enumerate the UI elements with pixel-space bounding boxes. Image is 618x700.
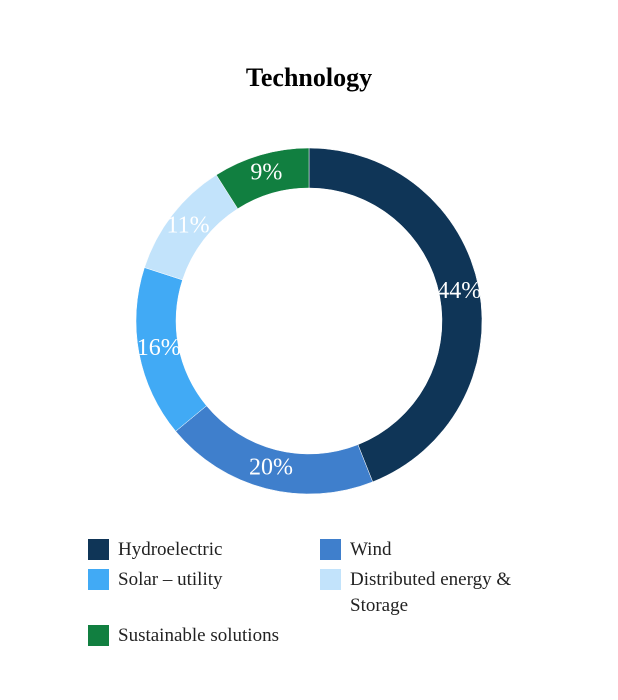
- legend-item: Sustainable solutions: [88, 623, 320, 649]
- legend-item: Wind: [320, 537, 568, 563]
- value-label: 11%: [167, 213, 210, 239]
- value-label: 20%: [249, 455, 293, 481]
- legend: Hydroelectric Wind Solar – utility Distribu…: [88, 537, 568, 649]
- legend-swatch: [320, 539, 341, 560]
- value-label: 9%: [250, 160, 282, 186]
- legend-item: Solar – utility: [88, 567, 320, 619]
- legend-swatch: [88, 539, 109, 560]
- chart-title: Technology: [246, 63, 372, 92]
- legend-swatch: [320, 569, 341, 590]
- legend-swatch: [88, 569, 109, 590]
- donut-segment: [215, 147, 310, 210]
- value-label: 44%: [437, 278, 481, 304]
- legend-item: Hydroelectric: [88, 537, 320, 563]
- donut-segment: [175, 405, 374, 495]
- value-label: 16%: [137, 335, 181, 361]
- legend-label: Distributed energy & Storage: [350, 569, 512, 616]
- legend-swatch: [88, 625, 109, 646]
- legend-item: Distributed energy & Storage: [320, 567, 568, 619]
- legend-label: Sustainable solutions: [118, 625, 279, 646]
- donut-segment: [308, 147, 483, 483]
- legend-label: Wind: [350, 539, 392, 560]
- legend-label: Hydroelectric: [118, 539, 223, 560]
- legend-label: Solar – utility: [118, 569, 223, 590]
- chart: Technology 44% 20% 16% 11% 9%: [135, 63, 483, 495]
